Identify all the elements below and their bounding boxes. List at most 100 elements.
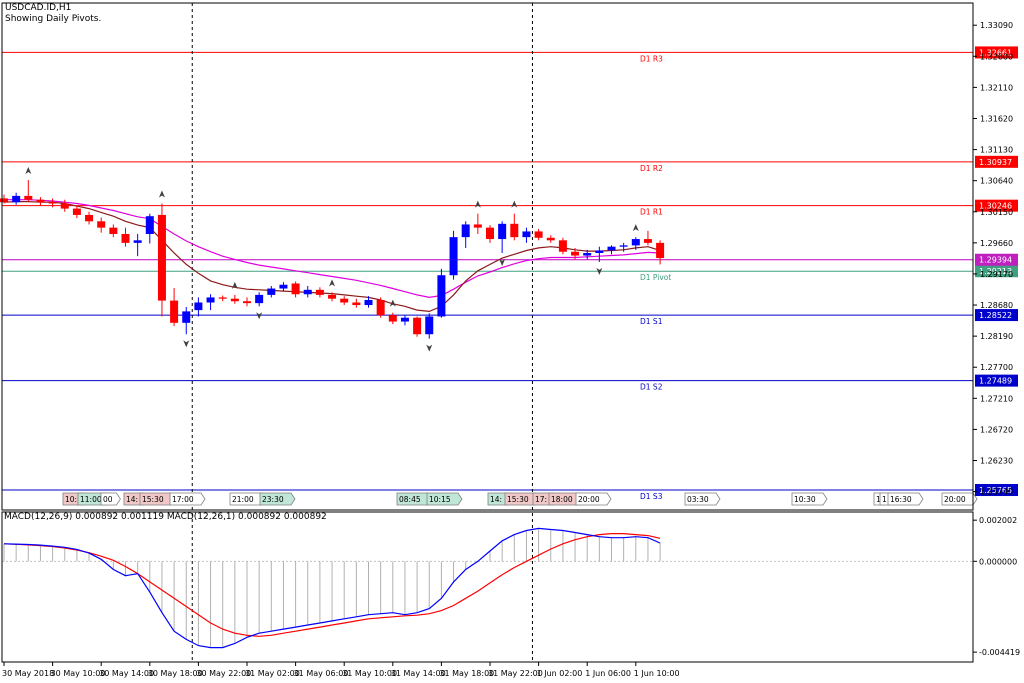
session-marker-label: 08:45 (399, 495, 421, 504)
session-marker (169, 492, 206, 506)
pivot-label: D1 Pivot (640, 273, 671, 282)
candle-body (315, 289, 324, 295)
candle-body (36, 199, 45, 203)
pivot-label: D1 S2 (640, 383, 663, 392)
time-tick-label: 30 May 14:00 (99, 669, 154, 678)
candle-body (230, 298, 239, 302)
pivot-price-tag-text: 1.32661 (979, 48, 1012, 57)
candle-body (303, 289, 312, 295)
symbol-label: USDCAD.ID,H1 (5, 3, 72, 13)
time-tick-label: 30 May 18:00 (148, 669, 203, 678)
fractal-down-arrow (426, 344, 433, 352)
session-marker-label: 1 (876, 495, 881, 504)
macd-main-line (3, 527, 661, 649)
price-tick-label: 1.32600 (980, 52, 1013, 61)
fractal-down-arrow (596, 267, 603, 275)
candle-body (619, 245, 628, 247)
fractal-up-arrow (632, 224, 639, 232)
candle-body (24, 195, 33, 200)
pivot-price-tag-text: 1.30246 (979, 202, 1012, 211)
candle-body (607, 246, 616, 251)
session-marker-label: 16:30 (890, 495, 912, 504)
pivot-price-tag (975, 309, 1018, 322)
price-tick-label: 1.31130 (980, 146, 1013, 155)
time-tick-label: 30 May 22:00 (196, 669, 251, 678)
candle-body (206, 297, 215, 303)
candle-body (267, 288, 276, 295)
time-tick-label: 31 May 02:00 (245, 669, 300, 678)
pivot-price-tag-text: 1.30937 (979, 158, 1012, 167)
price-tick-label: 1.31620 (980, 114, 1013, 123)
time-tick-label: 31 May 10:00 (342, 669, 397, 678)
pivot-price-tag-text: 1.28522 (979, 311, 1012, 320)
candle-body (400, 317, 409, 322)
price-tick-label: 1.26720 (980, 425, 1013, 434)
price-tick-label: 1.33090 (980, 21, 1013, 30)
session-marker-label: 21:00 (232, 495, 254, 504)
session-marker-label: 20:00 (578, 495, 600, 504)
candle-body (109, 227, 118, 234)
candle-body (182, 311, 191, 323)
subtitle-label: Showing Daily Pivots. (5, 14, 102, 24)
candle-body (522, 231, 531, 238)
candle-body (60, 203, 69, 209)
price-tick-label: 1.27700 (980, 363, 1013, 372)
time-tick-label: 1 Jun 06:00 (585, 669, 631, 678)
session-marker-label: 10:30 (794, 495, 816, 504)
candle-body (145, 216, 154, 234)
fractals-layer (25, 167, 639, 352)
macd-frame (1, 511, 974, 663)
pivot-label: D1 S3 (640, 492, 663, 501)
session-marker-label: 10: (65, 495, 77, 504)
candle-body (97, 221, 106, 228)
price-tick-label: 1.28190 (980, 332, 1013, 341)
candles-layer (0, 180, 665, 339)
current-price-tag (975, 253, 1018, 266)
candle-body (486, 227, 494, 240)
candle-body (194, 302, 203, 311)
session-markers-layer: 10: 11:00 00 14: 15:30 17:00 21:00 23:30 08:45 10… (62, 492, 978, 506)
session-marker-label: 18:00 (551, 495, 573, 504)
fractal-up-arrow (25, 167, 32, 175)
candle-body (85, 214, 94, 222)
fractal-up-arrow (474, 200, 481, 208)
time-tick-label: 31 May 22:00 (488, 669, 543, 678)
time-tick-label: 31 May 06:00 (294, 669, 349, 678)
candle-body (388, 315, 397, 322)
candle-body (413, 317, 422, 335)
price-tick-label: 1.32110 (980, 83, 1013, 92)
fractal-down-arrow (183, 340, 190, 348)
candle-body (255, 294, 264, 304)
session-marker (426, 492, 463, 506)
candle-body (279, 284, 288, 289)
candle-body (595, 250, 604, 254)
macd-tick-label: 0.000000 (979, 557, 1017, 566)
candle-body (425, 316, 434, 335)
time-tick-label: 30 May 2018 (2, 669, 54, 678)
fractal-up-arrow (389, 299, 396, 307)
candle-body (546, 237, 555, 241)
macd-tick-label: 0.002002 (979, 516, 1017, 525)
session-marker (887, 492, 924, 506)
macd-layer (2, 527, 973, 649)
candle-body (631, 239, 640, 246)
session-marker-label: 00 (103, 495, 113, 504)
session-lines-layer (191, 3, 533, 662)
pivot-price-tag-text: 1.27489 (979, 377, 1012, 386)
session-marker-label: 14: (126, 495, 138, 504)
session-marker (575, 492, 612, 506)
candle-body (643, 239, 652, 243)
time-tick-label: 31 May 18:00 (439, 669, 494, 678)
candle-body (72, 208, 81, 215)
pivot-price-tag (975, 484, 1018, 497)
pivot-label: D1 S1 (640, 317, 663, 326)
time-tick-label: 31 May 14:00 (391, 669, 446, 678)
price-tick-label: 1.30640 (980, 177, 1013, 186)
candle-body (133, 240, 142, 243)
candle-body (656, 242, 665, 259)
session-marker-label: 1 (882, 495, 887, 504)
session-marker-label: 14: (490, 495, 502, 504)
time-tick-label: 1 Jun 10:00 (634, 669, 680, 678)
pivot-price-tag-text: 1.25765 (979, 486, 1012, 495)
